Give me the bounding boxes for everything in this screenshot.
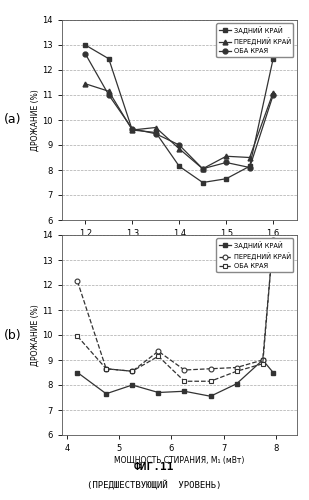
ЗАДНИЙ КРАЙ	[154, 130, 158, 136]
ЗАДНИЙ КРАЙ	[130, 127, 134, 133]
ПЕРЕДНИЙ КРАЙ	[104, 366, 108, 372]
Legend: ЗАДНИЙ КРАЙ, ПЕРЕДНИЙ КРАЙ, ОБА КРАЯ: ЗАДНИЙ КРАЙ, ПЕРЕДНИЙ КРАЙ, ОБА КРАЯ	[216, 238, 293, 272]
ЗАДНИЙ КРАЙ	[83, 42, 87, 48]
ПЕРЕДНИЙ КРАЙ	[156, 348, 160, 354]
ЗАДНИЙ КРАЙ	[209, 393, 212, 399]
Line: ЗАДНИЙ КРАЙ: ЗАДНИЙ КРАЙ	[83, 42, 276, 185]
Y-axis label: ДРОЖАНИЕ (%): ДРОЖАНИЕ (%)	[30, 304, 39, 366]
ПЕРЕДНИЙ КРАЙ	[76, 278, 79, 284]
ОБА КРАЯ	[76, 334, 79, 340]
ОБА КРАЯ	[130, 368, 134, 374]
ОБА КРАЯ	[107, 92, 111, 98]
ЗАДНИЙ КРАЙ	[261, 357, 265, 363]
Text: (b): (b)	[3, 328, 21, 342]
ОБА КРАЯ	[271, 92, 275, 98]
ОБА КРАЯ	[104, 366, 108, 372]
ПЕРЕДНИЙ КРАЙ	[107, 88, 111, 94]
Line: ЗАДНИЙ КРАЙ: ЗАДНИЙ КРАЙ	[75, 358, 276, 399]
ОБА КРАЯ	[83, 50, 87, 56]
X-axis label: МОЩНОСТЬ СТИРАНИЯ, M₁ (мВт): МОЩНОСТЬ СТИРАНИЯ, M₁ (мВт)	[114, 456, 244, 465]
ПЕРЕДНИЙ КРАЙ	[183, 367, 186, 373]
Text: ФИГ.11: ФИГ.11	[134, 462, 175, 472]
ЗАДНИЙ КРАЙ	[177, 163, 181, 169]
ПЕРЕДНИЙ КРАЙ	[271, 90, 275, 96]
Legend: ЗАДНИЙ КРАЙ, ПЕРЕДНИЙ КРАЙ, ОБА КРАЯ: ЗАДНИЙ КРАЙ, ПЕРЕДНИЙ КРАЙ, ОБА КРАЯ	[216, 24, 293, 57]
ОБА КРАЯ	[271, 237, 275, 243]
ЗАДНИЙ КРАЙ	[107, 56, 111, 62]
ПЕРЕДНИЙ КРАЙ	[224, 153, 228, 159]
ПЕРЕДНИЙ КРАЙ	[209, 366, 212, 372]
ПЕРЕДНИЙ КРАЙ	[177, 146, 181, 152]
ЗАДНИЙ КРАЙ	[156, 390, 160, 396]
Line: ПЕРЕДНИЙ КРАЙ: ПЕРЕДНИЙ КРАЙ	[83, 82, 276, 171]
ЗАДНИЙ КРАЙ	[235, 381, 239, 387]
Y-axis label: ДРОЖАНИЕ (%): ДРОЖАНИЕ (%)	[30, 89, 39, 151]
ОБА КРАЯ	[235, 368, 239, 374]
ОБА КРАЯ	[209, 378, 212, 384]
ЗАДНИЙ КРАЙ	[130, 382, 134, 388]
Line: ПЕРЕДНИЙ КРАЙ: ПЕРЕДНИЙ КРАЙ	[75, 238, 276, 374]
X-axis label: МОЩНОСТЬ ЗАПИСИ, M₃  (мВт): МОЩНОСТЬ ЗАПИСИ, M₃ (мВт)	[118, 241, 241, 250]
ОБА КРАЯ	[156, 353, 160, 359]
Text: (a): (a)	[4, 114, 21, 126]
Text: (ПРЕДШЕСТВУЮЩИЙ  УРОВЕНЬ): (ПРЕДШЕСТВУЮЩИЙ УРОВЕНЬ)	[87, 480, 222, 490]
ЗАДНИЙ КРАЙ	[271, 370, 275, 376]
ОБА КРАЯ	[177, 142, 181, 148]
ПЕРЕДНИЙ КРАЙ	[248, 154, 252, 160]
ПЕРЕДНИЙ КРАЙ	[154, 124, 158, 130]
ПЕРЕДНИЙ КРАЙ	[130, 368, 134, 374]
ЗАДНИЙ КРАЙ	[201, 180, 205, 186]
ЗАДНИЙ КРАЙ	[104, 391, 108, 397]
ОБА КРАЯ	[224, 160, 228, 166]
Line: ОБА КРАЯ: ОБА КРАЯ	[75, 238, 276, 384]
ПЕРЕДНИЙ КРАЙ	[235, 364, 239, 370]
ЗАДНИЙ КРАЙ	[248, 163, 252, 169]
ОБА КРАЯ	[261, 361, 265, 367]
ОБА КРАЯ	[130, 126, 134, 132]
ЗАДНИЙ КРАЙ	[271, 56, 275, 62]
ЗАДНИЙ КРАЙ	[224, 176, 228, 182]
ЗАДНИЙ КРАЙ	[183, 388, 186, 394]
ПЕРЕДНИЙ КРАЙ	[261, 357, 265, 363]
ПЕРЕДНИЙ КРАЙ	[271, 237, 275, 243]
ОБА КРАЯ	[201, 166, 205, 172]
Line: ОБА КРАЯ: ОБА КРАЯ	[83, 52, 276, 171]
ЗАДНИЙ КРАЙ	[76, 370, 79, 376]
ОБА КРАЯ	[248, 164, 252, 170]
ПЕРЕДНИЙ КРАЙ	[130, 127, 134, 133]
ПЕРЕДНИЙ КРАЙ	[201, 166, 205, 172]
ОБА КРАЯ	[154, 130, 158, 136]
ПЕРЕДНИЙ КРАЙ	[83, 80, 87, 87]
ОБА КРАЯ	[183, 378, 186, 384]
